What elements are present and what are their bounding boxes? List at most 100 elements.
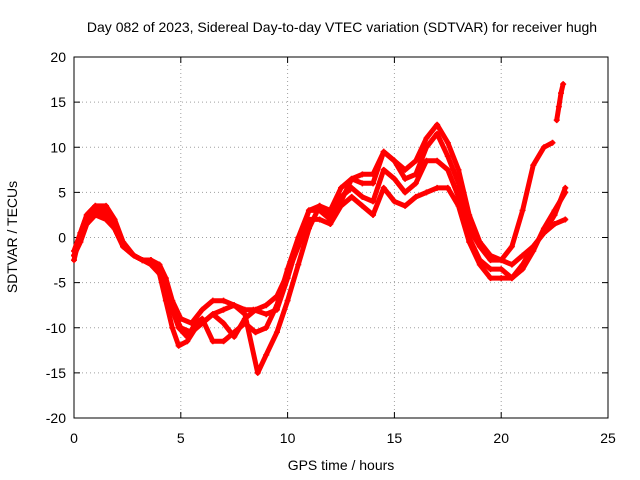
data-point-plus-marker <box>231 333 238 340</box>
data-point-plus-marker <box>305 207 312 214</box>
data-point-plus-marker <box>466 211 473 218</box>
data-point-plus-marker <box>295 243 302 250</box>
data-point-plus-marker <box>370 211 377 218</box>
data-point-plus-marker <box>252 329 259 336</box>
grid-layer <box>74 57 608 418</box>
data-point-plus-marker <box>359 180 366 187</box>
data-point-plus-marker <box>284 270 291 277</box>
data-point-plus-marker <box>455 202 462 209</box>
data-point-plus-marker <box>156 261 163 268</box>
data-point-plus-marker <box>162 275 169 282</box>
data-point-plus-marker <box>444 166 451 173</box>
data-point-plus-marker <box>540 229 547 236</box>
data-point-plus-marker <box>423 157 430 164</box>
data-point-plus-marker <box>402 175 409 182</box>
data-point-plus-marker <box>263 302 270 309</box>
data-point-plus-marker <box>402 166 409 173</box>
data-point-plus-marker <box>530 243 537 250</box>
data-point-plus-marker <box>562 216 569 223</box>
data-point-plus-marker <box>83 211 90 218</box>
data-point-plus-marker <box>273 329 280 336</box>
data-point-plus-marker <box>508 261 515 268</box>
data-point-plus-marker <box>476 261 483 268</box>
data-point-plus-marker <box>553 117 560 124</box>
data-point-plus-marker <box>338 184 344 191</box>
data-point-plus-marker <box>487 252 494 259</box>
data-point-plus-marker <box>316 202 323 209</box>
data-point-plus-marker <box>466 239 473 246</box>
data-point-plus-marker <box>169 297 176 304</box>
data-point-plus-marker <box>184 338 191 345</box>
data-point-plus-marker <box>273 302 280 309</box>
data-point-plus-marker <box>380 148 387 155</box>
data-point-plus-marker <box>476 239 483 246</box>
data-point-plus-marker <box>434 121 441 128</box>
data-point-plus-marker <box>273 293 280 300</box>
chart-title: Day 082 of 2023, Sidereal Day-to-day VTE… <box>87 19 597 35</box>
data-point-plus-marker <box>199 306 206 313</box>
data-point-plus-marker <box>434 130 441 137</box>
data-point-plus-marker <box>412 193 419 200</box>
x-tick-label: 10 <box>280 430 296 446</box>
data-point-plus-marker <box>434 184 441 191</box>
data-point-plus-marker <box>498 275 505 282</box>
tick-layer: 0 5 10 15 20 25 -20 -15 -10 -5 0 5 10 15 20 <box>46 49 616 446</box>
data-point-plus-marker <box>111 216 118 223</box>
data-point-plus-marker <box>220 320 227 327</box>
data-point-plus-marker <box>192 324 199 331</box>
data-point-plus-marker <box>327 220 334 227</box>
data-point-plus-marker <box>188 320 195 327</box>
data-point-plus-marker <box>103 216 110 223</box>
data-point-plus-marker <box>199 320 206 327</box>
y-axis-label: SDTVAR / TECUs <box>4 181 20 293</box>
data-point-plus-marker <box>177 315 184 322</box>
data-point-plus-marker <box>327 211 334 218</box>
series-track-2 <box>71 157 569 345</box>
data-point-plus-marker <box>348 193 355 200</box>
data-point-plus-marker <box>519 261 526 268</box>
data-point-plus-marker <box>391 198 398 205</box>
data-point-plus-marker <box>77 229 84 236</box>
data-point-plus-marker <box>209 311 216 318</box>
data-point-plus-marker <box>549 139 556 146</box>
y-tick-label: 5 <box>58 184 66 200</box>
data-point-plus-marker <box>423 135 430 142</box>
data-point-plus-marker <box>71 248 77 255</box>
series-line <box>71 122 568 376</box>
data-point-plus-marker <box>147 257 154 264</box>
data-point-plus-marker <box>498 257 505 264</box>
data-point-plus-marker <box>519 207 526 214</box>
data-point-plus-marker <box>92 211 99 218</box>
data-point-plus-marker <box>412 157 419 164</box>
data-point-plus-marker <box>560 81 567 88</box>
series-track-1 <box>71 130 556 336</box>
data-point-plus-marker <box>175 342 182 349</box>
data-point-plus-marker <box>444 139 451 146</box>
data-point-plus-marker <box>508 243 515 250</box>
data-point-plus-marker <box>254 369 261 376</box>
x-tick-label: 0 <box>70 430 78 446</box>
x-tick-label: 5 <box>177 430 185 446</box>
data-point-plus-marker <box>209 338 216 345</box>
data-point-plus-marker <box>562 184 569 191</box>
data-point-plus-marker <box>220 297 227 304</box>
data-point-plus-marker <box>370 171 377 178</box>
y-tick-label: -5 <box>54 275 67 291</box>
data-point-plus-marker <box>498 266 505 273</box>
data-point-plus-marker <box>391 157 398 164</box>
data-point-plus-marker <box>558 90 565 97</box>
data-point-plus-marker <box>263 311 270 318</box>
data-point-plus-marker <box>444 153 451 160</box>
data-point-plus-marker <box>359 193 366 200</box>
data-point-plus-marker <box>402 202 409 209</box>
x-tick-label: 15 <box>387 430 403 446</box>
data-point-plus-marker <box>231 302 238 309</box>
data-point-plus-marker <box>370 198 377 205</box>
data-point-plus-marker <box>551 220 558 227</box>
data-point-plus-marker <box>209 297 216 304</box>
data-point-plus-marker <box>359 202 366 209</box>
series-layer <box>71 81 569 376</box>
data-point-plus-marker <box>402 189 409 196</box>
data-point-plus-marker <box>284 297 291 304</box>
